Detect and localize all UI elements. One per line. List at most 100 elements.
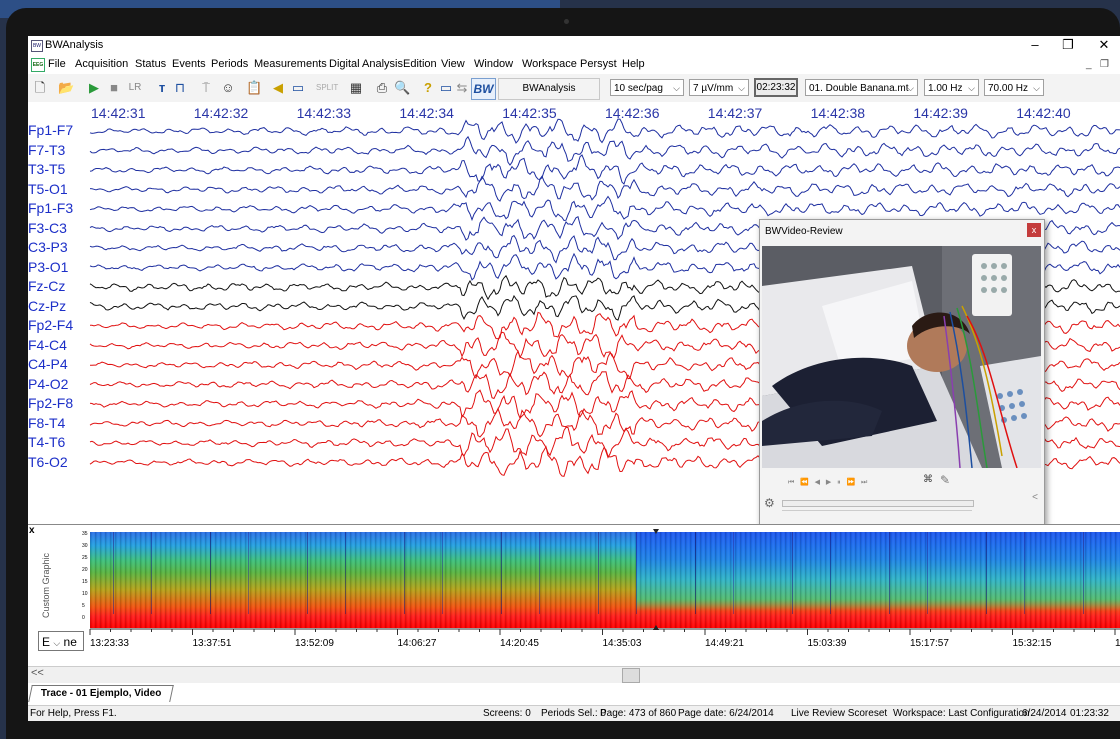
channel-label[interactable]: F3-C3 (28, 219, 67, 236)
bwanalysis-button[interactable]: BWAnalysis (498, 78, 600, 100)
spectrogram-time-label: 15 (1115, 638, 1120, 649)
menu-digital-analysis[interactable]: Digital Analysis (329, 58, 403, 70)
status-help: For Help, Press F1. (30, 708, 117, 719)
play-icon[interactable]: ▶ (89, 80, 99, 95)
sensitivity-select[interactable]: 7 µV/mm ⌵ (689, 79, 749, 96)
spectrogram-time-label: 15:03:39 (807, 638, 847, 649)
snapshot-icon[interactable]: ⌘ (923, 474, 933, 485)
channel-label[interactable]: Cz-Pz (28, 297, 67, 314)
spectrogram-y-tick: 20 (82, 567, 88, 573)
menu-periods[interactable]: Periods (211, 58, 249, 70)
channel-label[interactable]: P4-O2 (28, 375, 69, 392)
channel-label[interactable]: P3-O1 (28, 258, 69, 275)
status-page: Page: 473 of 860 (600, 708, 677, 719)
spectrogram-close-button[interactable]: x (29, 525, 35, 536)
app-icon: BW (31, 40, 43, 52)
help-icon[interactable]: ? (424, 80, 432, 95)
new-file-icon[interactable]: 🗋 (34, 80, 46, 95)
channel-label[interactable]: Fp1-F3 (28, 200, 74, 216)
channel-label[interactable]: T4-T6 (28, 434, 66, 450)
menu-persyst[interactable]: Persyst (580, 58, 617, 70)
channel-label[interactable]: Fp2-F4 (28, 317, 74, 333)
timestamp-label: 14:42:40 (1016, 105, 1071, 121)
video-close-button[interactable]: x (1027, 223, 1041, 237)
menu-status[interactable]: Status (135, 58, 167, 70)
scroll-left-icon[interactable]: << (31, 667, 44, 679)
eeg-doc-icon: EEG (31, 58, 45, 72)
spectrogram-cursor (89, 529, 1120, 635)
menu-edition[interactable]: Edition (403, 58, 437, 70)
maximize-button[interactable]: ❐ (1062, 37, 1074, 52)
settings-gear-icon[interactable]: ⚙ (764, 496, 775, 510)
video-seek-slider[interactable] (782, 500, 974, 507)
spectrogram-y-tick: 25 (82, 555, 88, 561)
low-filter-select[interactable]: 1.00 Hz ⌵ (924, 79, 979, 96)
close-button[interactable]: ✕ (1098, 37, 1110, 52)
spectrogram-time-label: 15:17:57 (910, 638, 949, 649)
report-icon[interactable]: ▦ (349, 80, 363, 95)
menu-measurements[interactable]: Measurements (254, 58, 327, 70)
spectrogram-time-label: 13:37:51 (192, 638, 232, 649)
pen-icon[interactable]: ✎ (940, 473, 951, 487)
channel-label[interactable]: F4-C4 (28, 336, 67, 353)
speaker-icon[interactable]: ◀ (273, 80, 283, 95)
video-volume-slider[interactable] (782, 510, 972, 511)
print-icon[interactable]: ⎙ (376, 80, 388, 95)
mdi-minimize-button[interactable]: _ (1086, 59, 1092, 70)
channel-label[interactable]: T3-T5 (28, 161, 66, 177)
horizontal-scrollbar[interactable]: << (28, 666, 1120, 684)
graphic-type-select[interactable]: E ⌵ ne (38, 631, 84, 651)
video-review-window[interactable]: BWVideo-Review x (759, 219, 1045, 527)
mdi-restore-button[interactable]: ❐ (1100, 59, 1109, 70)
channel-label[interactable]: T5-O1 (28, 180, 68, 197)
title-bar: BW BWAnalysis – ❐ ✕ (28, 36, 1120, 55)
chevron-down-icon: ⌵ (1033, 83, 1040, 93)
montage-t-icon[interactable]: ᴛ (158, 80, 166, 95)
scroll-thumb[interactable] (622, 668, 640, 683)
open-folder-icon[interactable]: 📂 (58, 80, 75, 95)
marker-icon[interactable]: ⍑ (202, 80, 210, 95)
screen-icon[interactable]: ▭ (291, 80, 305, 95)
channel-label[interactable]: C3-P3 (28, 239, 68, 255)
minimize-button[interactable]: – (1031, 37, 1039, 52)
menu-events[interactable]: Events (172, 58, 206, 70)
eeg-trace (89, 175, 1120, 202)
split-icon[interactable]: SPLIT (316, 83, 339, 92)
channel-label[interactable]: T6-O2 (28, 453, 68, 470)
channel-label[interactable]: Fp1-F7 (28, 122, 74, 138)
time-display[interactable]: 02:23:32 (754, 78, 798, 97)
menu-window[interactable]: Window (474, 58, 514, 70)
clipboard-icon[interactable]: 📋 (246, 80, 263, 95)
channel-label[interactable]: Fp2-F8 (28, 395, 74, 411)
window-title: BWAnalysis (45, 39, 104, 51)
menu-help[interactable]: Help (622, 58, 645, 70)
measure-icon[interactable]: ⊓ (174, 80, 186, 95)
high-filter-select[interactable]: 70.00 Hz ⌵ (984, 79, 1044, 96)
spectrogram-y-tick: 30 (82, 543, 88, 549)
comment-icon[interactable]: ▭ (439, 80, 453, 95)
collapse-arrow-icon[interactable]: < (1032, 492, 1038, 503)
video-transport-controls[interactable]: ⏮ ⏪ ◀ ▶ ⏸ ⏩ ⏭ (788, 479, 868, 486)
channel-label[interactable]: C4-P4 (28, 356, 68, 372)
channel-label[interactable]: F7-T3 (28, 141, 66, 158)
stop-icon[interactable]: ■ (110, 80, 118, 95)
time-scale-select[interactable]: 10 sec/pag ⌵ (610, 79, 684, 96)
spectrogram-heatmap[interactable] (90, 532, 1120, 628)
channel-label[interactable]: F8-T4 (28, 414, 66, 431)
menu-workspace[interactable]: Workspace (522, 58, 577, 70)
menu-file[interactable]: File (48, 58, 66, 70)
eeg-trace-panel[interactable]: 14:42:31 14:42:32 14:42:33 14:42:34 14:42:35… (28, 102, 1120, 527)
menu-acquisition[interactable]: Acquisition (75, 58, 129, 70)
lr-button[interactable]: LR (128, 82, 142, 93)
face-icon[interactable]: ☺ (221, 80, 235, 95)
toolbar: 🗋 📂 ▶ ■ LR ᴛ ⊓ ⍑ ☺ 📋 ◀ ▭ SPLIT ▦ ⎙ 🔍 ? ▭… (28, 74, 1120, 103)
print-preview-icon[interactable]: 🔍 (394, 80, 411, 95)
bw-logo-icon[interactable]: BW (471, 78, 496, 100)
swap-icon[interactable]: ⇆ (456, 80, 468, 95)
menu-view[interactable]: View (441, 58, 465, 70)
chevron-down-icon: ⌵ (907, 83, 914, 93)
montage-select[interactable]: 01. Double Banana.mt ⌵ (805, 79, 918, 96)
spectrogram-y-tick: 5 (82, 603, 85, 609)
channel-label[interactable]: Fz-Cz (28, 278, 66, 294)
tab-trace-ejemplo-video[interactable]: Trace - 01 Ejemplo, Video (28, 685, 175, 702)
